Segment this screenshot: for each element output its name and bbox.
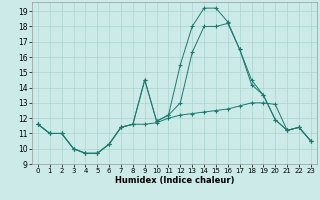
X-axis label: Humidex (Indice chaleur): Humidex (Indice chaleur) [115,176,234,185]
